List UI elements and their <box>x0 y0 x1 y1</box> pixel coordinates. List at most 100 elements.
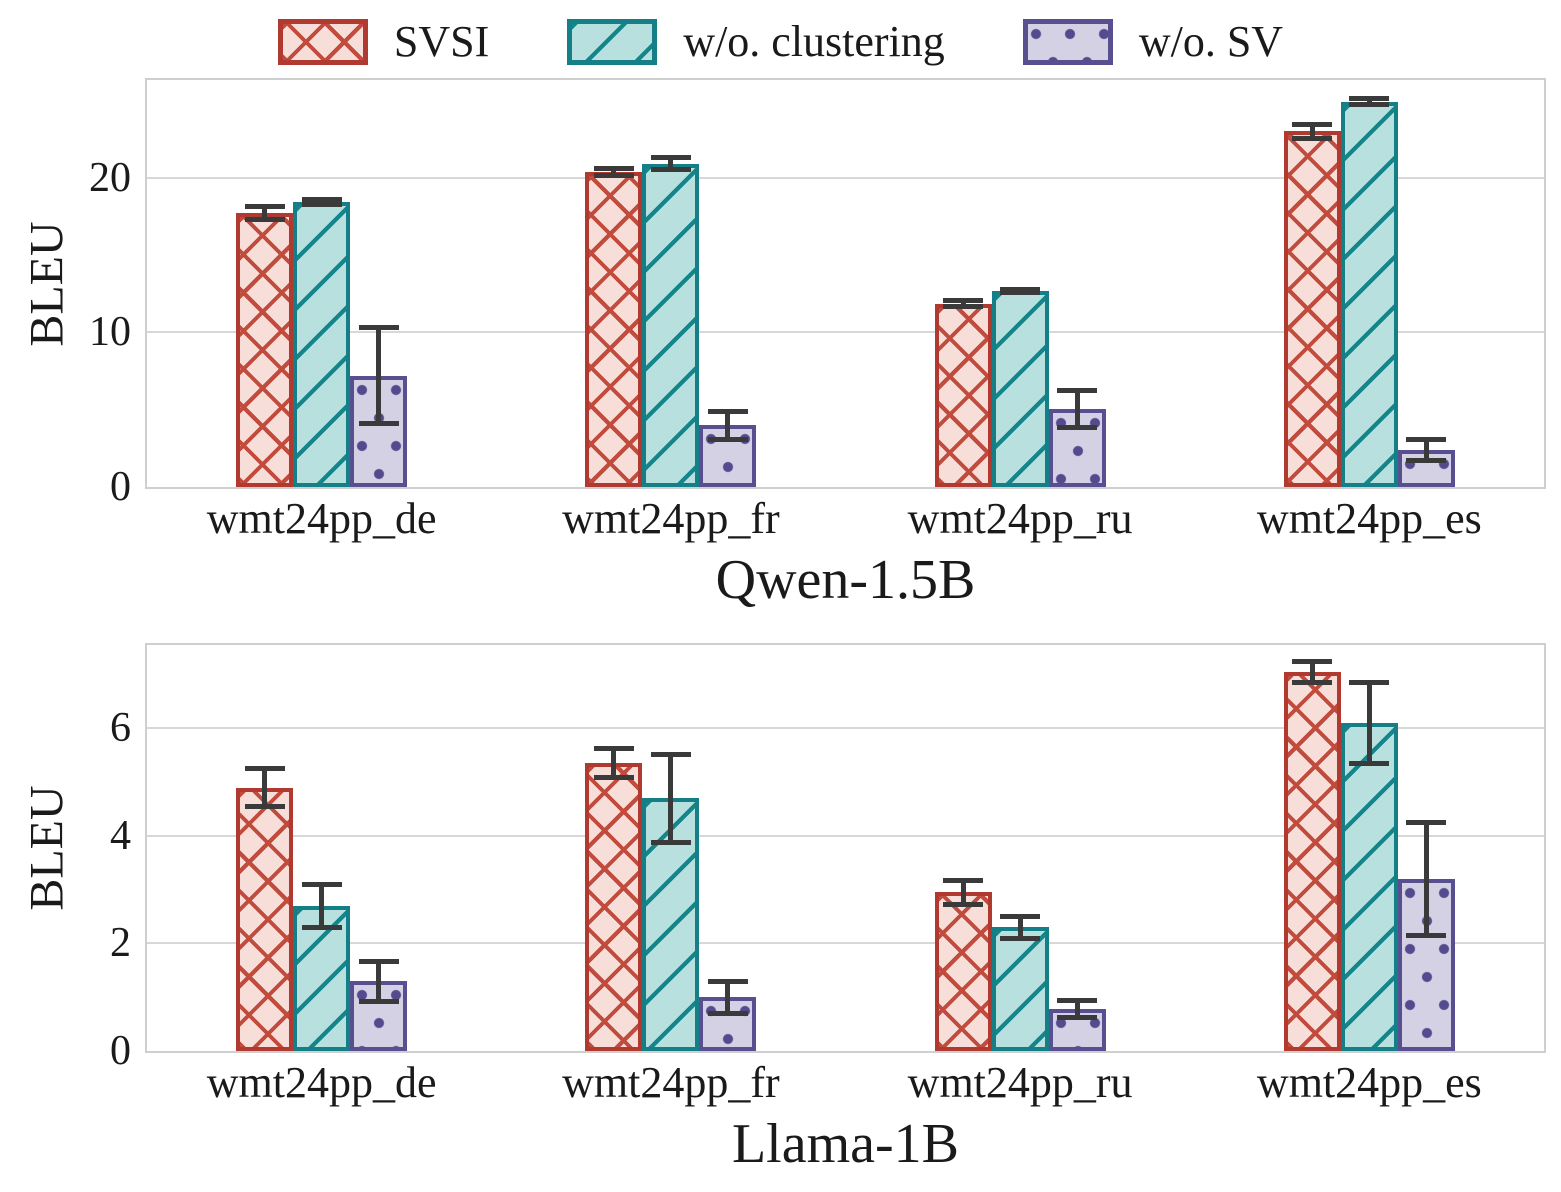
gridline-y-10 <box>147 331 1544 334</box>
errorbar-cap-svsi-wmt24pp_es <box>1292 680 1333 686</box>
errorbar-cap-sv-wmt24pp_ru <box>1057 1015 1098 1021</box>
errorbar-cap-sv-wmt24pp_de <box>358 325 399 331</box>
errorbar-cap-svsi-wmt24pp_es <box>1292 121 1333 127</box>
errorbar-clustering-wmt24pp_es <box>1366 98 1372 105</box>
y-tick-label-0: 0 <box>110 1028 131 1074</box>
y-axis-label-llama: BLEU <box>20 785 74 911</box>
errorbar-cap-svsi-wmt24pp_fr <box>593 165 634 171</box>
errorbar-clustering-wmt24pp_ru <box>1017 289 1023 293</box>
errorbar-sv-wmt24pp_ru <box>1074 390 1080 428</box>
errorbar-cap-sv-wmt24pp_ru <box>1057 997 1098 1003</box>
legend: SVSI w/o. clustering w/o. SV <box>0 10 1561 74</box>
errorbar-svsi-wmt24pp_de <box>262 768 268 807</box>
errorbar-cap-svsi-wmt24pp_ru <box>943 878 984 884</box>
y-tick-label-6: 6 <box>110 705 131 752</box>
errorbar-svsi-wmt24pp_es <box>1309 124 1315 139</box>
bar-svsi-wmt24pp_de <box>236 787 294 1051</box>
errorbar-cap-svsi-wmt24pp_ru <box>943 901 984 907</box>
errorbar-clustering-wmt24pp_ru <box>1017 916 1023 939</box>
x-tick-label-wmt24pp_fr: wmt24pp_fr <box>562 1058 780 1107</box>
y-tick-label-0: 0 <box>110 464 131 510</box>
errorbar-sv-wmt24pp_fr <box>725 411 731 440</box>
gridline-y-20 <box>147 176 1544 179</box>
errorbar-cap-sv-wmt24pp_es <box>1406 436 1447 442</box>
errorbar-cap-svsi-wmt24pp_fr <box>593 746 634 752</box>
errorbar-cap-svsi-wmt24pp_es <box>1292 135 1333 141</box>
errorbar-cap-svsi-wmt24pp_ru <box>943 298 984 304</box>
legend-label-clustering: w/o. clustering <box>683 17 945 66</box>
errorbar-svsi-wmt24pp_ru <box>960 880 966 905</box>
errorbar-sv-wmt24pp_de <box>376 961 382 1001</box>
bar-sv-wmt24pp_ru <box>1048 408 1106 487</box>
errorbar-cap-sv-wmt24pp_fr <box>707 978 748 984</box>
errorbar-cap-clustering-wmt24pp_fr <box>650 154 691 160</box>
bar-clustering-wmt24pp_es <box>1340 101 1398 487</box>
bar-clustering-wmt24pp_fr <box>642 798 700 1051</box>
x-tick-label-wmt24pp_de: wmt24pp_de <box>206 1058 437 1107</box>
errorbar-cap-clustering-wmt24pp_de <box>301 924 342 930</box>
errorbar-cap-sv-wmt24pp_ru <box>1057 424 1098 430</box>
errorbar-cap-clustering-wmt24pp_es <box>1349 760 1390 766</box>
errorbar-cap-svsi-wmt24pp_de <box>244 216 285 222</box>
bar-clustering-wmt24pp_de <box>293 202 351 487</box>
x-tick-label-wmt24pp_fr: wmt24pp_fr <box>562 494 780 543</box>
errorbar-cap-sv-wmt24pp_es <box>1406 932 1447 938</box>
errorbar-cap-clustering-wmt24pp_es <box>1349 680 1390 686</box>
errorbar-cap-sv-wmt24pp_es <box>1406 458 1447 464</box>
legend-swatch-sv <box>1022 19 1113 65</box>
errorbar-sv-wmt24pp_es <box>1423 822 1429 936</box>
plot-area-llama: 0 2 4 6 wmt24pp_de wmt24pp_fr wmt24pp_ru wmt24p… <box>110 643 1546 1105</box>
bar-clustering-wmt24pp_es <box>1340 722 1398 1051</box>
bar-sv-wmt24pp_es <box>1397 878 1455 1051</box>
errorbar-cap-svsi-wmt24pp_fr <box>593 173 634 179</box>
errorbar-cap-sv-wmt24pp_es <box>1406 819 1447 825</box>
errorbar-cap-sv-wmt24pp_fr <box>707 1010 748 1016</box>
legend-item-clustering: w/o. clustering <box>567 19 945 65</box>
plot-area-qwen: 0 10 20 wmt24pp_de wmt24pp_fr wmt24pp_ru wmt24… <box>89 78 1546 541</box>
errorbar-cap-svsi-wmt24pp_de <box>244 803 285 809</box>
errorbar-cap-clustering-wmt24pp_ru <box>1000 914 1041 920</box>
legend-item-sv: w/o. SV <box>1022 17 1284 66</box>
bar-svsi-wmt24pp_es <box>1283 671 1341 1051</box>
gridline-y-2 <box>147 942 1544 945</box>
errorbar-cap-clustering-wmt24pp_fr <box>650 167 691 173</box>
errorbar-cap-sv-wmt24pp_de <box>358 998 399 1004</box>
errorbar-cap-clustering-wmt24pp_es <box>1349 102 1390 108</box>
panel-title-llama: Llama-1B <box>731 1113 960 1175</box>
errorbar-cap-sv-wmt24pp_fr <box>707 408 748 414</box>
y-tick-label-20: 20 <box>89 154 131 201</box>
bar-sv-wmt24pp_de <box>350 375 408 487</box>
bar-svsi-wmt24pp_fr <box>585 763 643 1051</box>
bar-svsi-wmt24pp_es <box>1283 131 1341 487</box>
bar-sv-wmt24pp_ru <box>1048 1009 1106 1051</box>
errorbar-sv-wmt24pp_es <box>1423 439 1429 461</box>
bar-clustering-wmt24pp_fr <box>642 163 700 487</box>
legend-label-sv: w/o. SV <box>1138 17 1284 66</box>
x-tick-label-wmt24pp_de: wmt24pp_de <box>206 494 437 543</box>
errorbar-cap-svsi-wmt24pp_ru <box>943 304 984 310</box>
errorbar-sv-wmt24pp_fr <box>725 981 731 1014</box>
errorbar-clustering-wmt24pp_de <box>319 884 325 928</box>
errorbar-cap-clustering-wmt24pp_de <box>301 202 342 208</box>
errorbar-cap-clustering-wmt24pp_ru <box>1000 287 1041 293</box>
x-tick-label-wmt24pp_ru: wmt24pp_ru <box>907 1058 1133 1107</box>
errorbar-clustering-wmt24pp_fr <box>668 157 674 170</box>
panel-title-qwen: Qwen-1.5B <box>715 549 976 611</box>
bar-clustering-wmt24pp_ru <box>991 291 1049 487</box>
errorbar-cap-svsi-wmt24pp_es <box>1292 658 1333 664</box>
errorbar-cap-sv-wmt24pp_de <box>358 421 399 427</box>
x-tick-label-wmt24pp_ru: wmt24pp_ru <box>907 494 1133 543</box>
errorbar-svsi-wmt24pp_es <box>1309 661 1315 683</box>
y-tick-label-4: 4 <box>110 812 131 859</box>
gridline-y-6 <box>147 727 1544 730</box>
errorbar-cap-svsi-wmt24pp_de <box>244 766 285 772</box>
errorbar-sv-wmt24pp_de <box>376 327 382 424</box>
errorbar-cap-clustering-wmt24pp_ru <box>1000 935 1041 941</box>
x-tick-label-wmt24pp_es: wmt24pp_es <box>1256 1058 1482 1107</box>
errorbar-svsi-wmt24pp_fr <box>611 748 617 778</box>
errorbar-svsi-wmt24pp_de <box>262 206 268 220</box>
legend-swatch-clustering <box>567 19 658 65</box>
errorbar-clustering-wmt24pp_fr <box>668 754 674 843</box>
